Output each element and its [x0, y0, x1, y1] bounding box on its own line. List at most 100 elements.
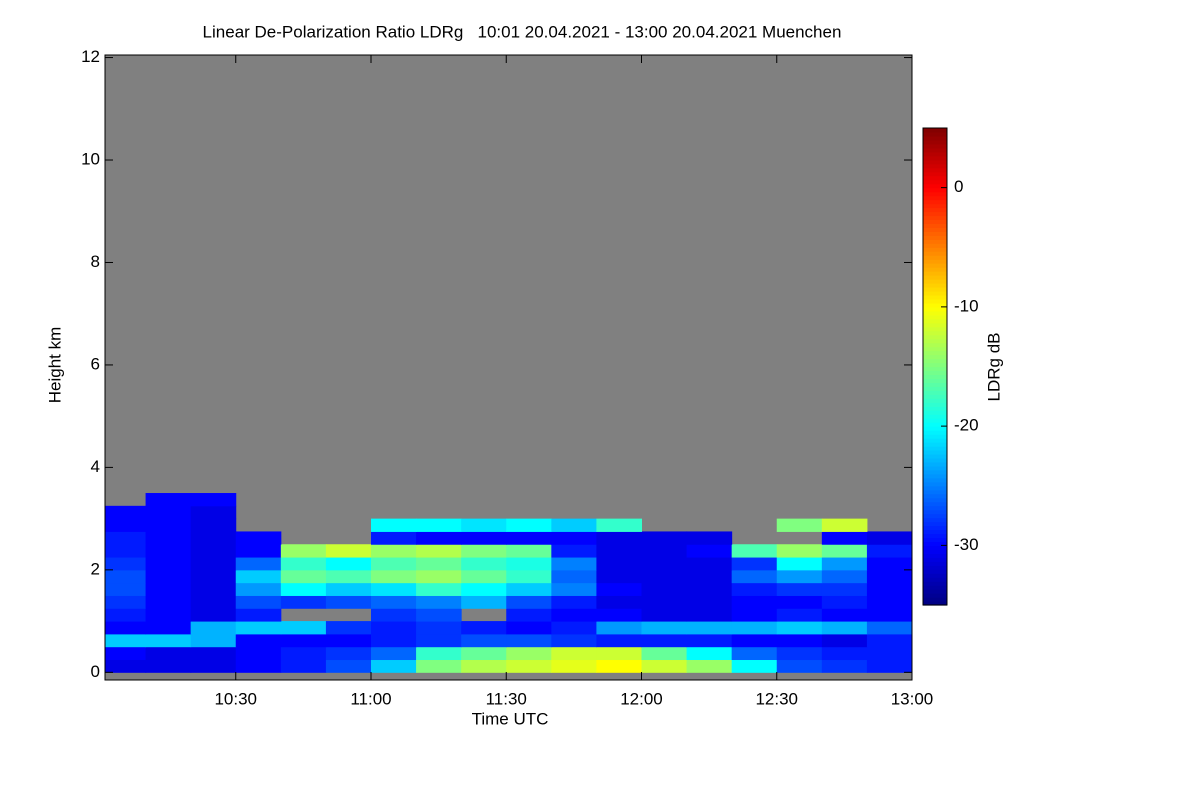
heatmap-cell: [190, 505, 237, 520]
heatmap-cell: [190, 633, 237, 648]
heatmap-cell: [641, 646, 688, 661]
colorbar-segment: [923, 589, 947, 594]
heatmap-cell: [731, 582, 778, 596]
heatmap-cell: [821, 621, 868, 635]
heatmap-cell: [105, 621, 147, 635]
colorbar-segment: [923, 390, 947, 395]
heatmap-cell: [641, 608, 688, 622]
heatmap-cell: [325, 646, 372, 661]
y-tick-label: 12: [81, 47, 100, 66]
colorbar-segment: [923, 263, 947, 268]
colorbar-segment: [923, 366, 947, 372]
heatmap-cell: [866, 608, 912, 622]
heatmap-cell: [461, 544, 507, 558]
colorbar-segment: [923, 481, 947, 487]
heatmap-cell: [280, 582, 327, 596]
heatmap-cell: [596, 569, 642, 584]
heatmap-cell: [370, 633, 417, 648]
heatmap-cell: [596, 518, 642, 532]
plot-area: [105, 55, 912, 680]
colorbar-tick-label: -30: [954, 535, 979, 554]
heatmap-cell: [416, 557, 462, 571]
heatmap-cell: [145, 518, 192, 532]
colorbar-segment: [923, 465, 947, 471]
x-tick-label: 10:30: [214, 689, 257, 708]
heatmap-cell: [866, 582, 912, 596]
heatmap-cell: [461, 595, 507, 609]
colorbar-segment: [923, 446, 947, 451]
y-tick-label: 2: [91, 559, 100, 578]
colorbar-segment: [923, 557, 947, 562]
colorbar-segment: [923, 239, 947, 244]
y-tick-label: 10: [81, 150, 100, 169]
heatmap-cell: [551, 646, 597, 661]
colorbar-segment: [923, 346, 947, 352]
heatmap-cell: [235, 621, 282, 635]
heatmap-cell: [280, 646, 327, 661]
colorbar-segment: [923, 306, 947, 312]
colorbar-segment: [923, 183, 947, 189]
colorbar-segment: [923, 302, 947, 308]
heatmap-cell: [190, 544, 237, 558]
heatmap-cell: [686, 569, 733, 584]
heatmap-cell: [145, 569, 192, 584]
heatmap-cell: [235, 557, 282, 571]
heatmap-cell: [551, 544, 597, 558]
heatmap-cell: [416, 569, 462, 584]
heatmap-cell: [641, 544, 688, 558]
heatmap-cell: [821, 595, 868, 609]
colorbar-segment: [923, 529, 947, 535]
heatmap-cell: [370, 518, 417, 532]
colorbar-segment: [923, 358, 947, 364]
colorbar-segment: [923, 290, 947, 296]
colorbar-segment: [923, 128, 947, 133]
heatmap-cell: [866, 544, 912, 558]
heatmap-cell: [416, 646, 462, 661]
colorbar-segment: [923, 215, 947, 221]
heatmap-cell: [280, 557, 327, 571]
colorbar-segment: [923, 493, 947, 499]
heatmap-cell: [776, 646, 823, 661]
heatmap-cell: [280, 621, 327, 635]
heatmap-cell: [596, 595, 642, 609]
heatmap-cell: [821, 544, 868, 558]
colorbar-segment: [923, 334, 947, 340]
heatmap-cell: [105, 633, 147, 648]
heatmap-cell: [145, 493, 192, 507]
heatmap-cell: [190, 569, 237, 584]
colorbar-segment: [923, 283, 947, 288]
colorbar-frame: [922, 127, 948, 606]
heatmap-cell: [325, 633, 372, 648]
heatmap-cell: [551, 518, 597, 532]
heatmap-cell: [325, 659, 372, 673]
colorbar-segment: [923, 326, 947, 332]
colorbar-segment: [923, 199, 947, 205]
heatmap-cell: [190, 531, 237, 545]
heatmap-cell: [551, 569, 597, 584]
colorbar-segment: [923, 310, 947, 316]
heatmap-cell: [416, 659, 462, 673]
heatmap-cell: [280, 633, 327, 648]
y-axis-label: Height km: [45, 327, 64, 404]
colorbar-segment: [923, 163, 947, 169]
colorbar-segment: [923, 565, 947, 570]
colorbar-segment: [923, 175, 947, 181]
heatmap-cell: [506, 582, 552, 596]
heatmap-cell: [506, 595, 552, 609]
heatmap-cell: [190, 493, 237, 507]
colorbar-segment: [923, 597, 947, 602]
y-tick-label: 4: [91, 457, 100, 476]
y-tick-label: 8: [91, 252, 100, 271]
heatmap-cell: [731, 557, 778, 571]
heatmap-cell: [145, 646, 192, 661]
colorbar-tick-label: -20: [954, 416, 979, 435]
heatmap-cell: [686, 582, 733, 596]
heatmap-cell: [461, 582, 507, 596]
colorbar-segment: [923, 211, 947, 217]
plot-frame: [104, 54, 913, 681]
heatmap-cell: [506, 531, 552, 545]
heatmap-cell: [235, 582, 282, 596]
colorbar-segment: [923, 449, 947, 455]
colorbar-segment: [923, 549, 947, 554]
heatmap-cell: [731, 595, 778, 609]
